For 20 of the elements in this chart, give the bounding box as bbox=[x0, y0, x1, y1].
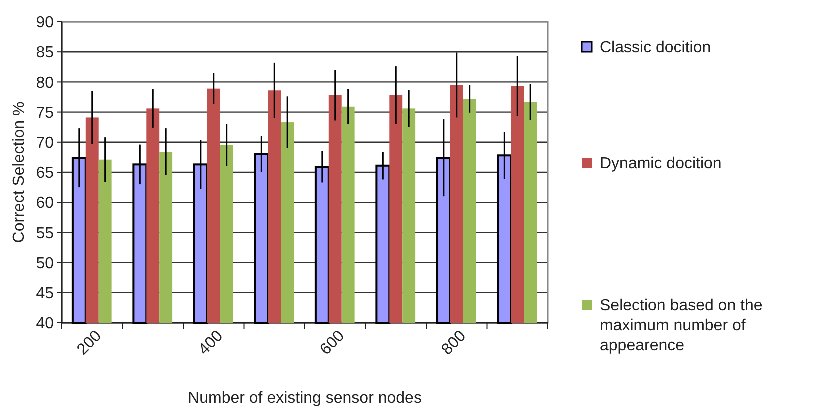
y-tick-label: 70 bbox=[36, 135, 54, 152]
y-tick-label: 40 bbox=[36, 316, 54, 333]
y-tick-label: 65 bbox=[36, 165, 54, 182]
x-tick-label: 400 bbox=[196, 328, 227, 359]
y-tick-label: 75 bbox=[36, 104, 54, 122]
y-axis-title: Correct Selection % bbox=[11, 102, 28, 244]
x-tick-label: 600 bbox=[317, 328, 348, 359]
legend-label: Classic docition bbox=[600, 40, 712, 57]
legend-label: Dynamic docition bbox=[600, 156, 722, 173]
y-tick-label: 80 bbox=[36, 74, 54, 92]
y-tick-label: 55 bbox=[36, 225, 54, 242]
y-tick-label: 50 bbox=[36, 255, 54, 272]
x-tick-label: 800 bbox=[438, 328, 470, 359]
y-tick-label: 85 bbox=[36, 44, 54, 62]
y-tick-label: 45 bbox=[36, 286, 54, 302]
y-tick-label: 60 bbox=[36, 195, 54, 212]
x-axis-title: Number of existing sensor nodes bbox=[188, 390, 422, 407]
x-tick-label: 200 bbox=[74, 328, 106, 359]
legend-label: Selection based on the maximum number of appearence bbox=[600, 298, 763, 355]
y-tick-label: 90 bbox=[36, 14, 54, 32]
